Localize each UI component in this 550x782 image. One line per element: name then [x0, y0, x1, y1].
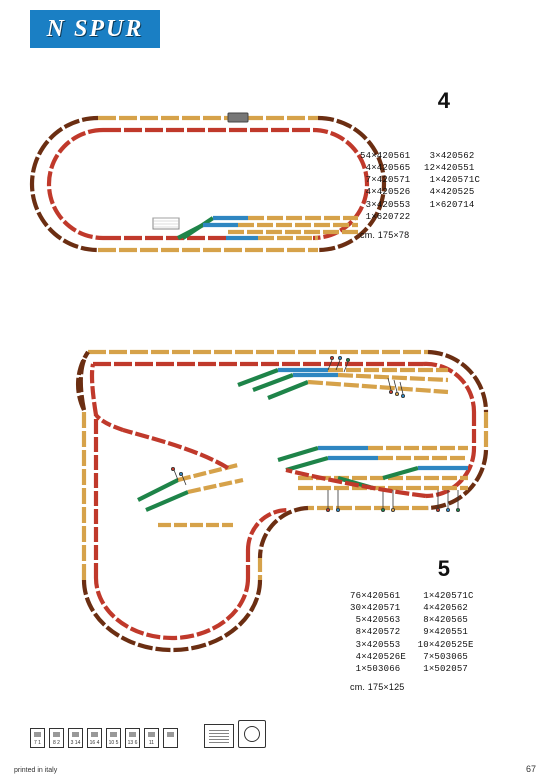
plan4-dims: cm. 175×78 [360, 229, 510, 241]
plan5-parts: 76×420561 30×420571 5×420563 8×420572 3×… [350, 590, 510, 693]
ctrl-switch-4: 16 4 [87, 728, 102, 748]
plan4-parts: 54×420561 4×420565 7×420571 4×420526 3×4… [360, 150, 510, 241]
ctrl-transformer [204, 724, 234, 748]
ctrl-switch-2: 8 2 [49, 728, 64, 748]
plan5-dims: cm. 175×125 [350, 681, 510, 693]
logo-badge: N SPUR [30, 10, 160, 48]
ctrl-switch-3: 3 14 [68, 728, 83, 748]
ctrl-switch-5: 10 5 [106, 728, 121, 748]
plan5-parts-col2: 1×420571C 4×420562 8×420565 9×420551 10×… [418, 590, 474, 675]
page-number: 67 [526, 764, 536, 774]
controller-panel: 7 1 8 2 3 14 16 4 10 5 13 6 11 [30, 720, 266, 748]
footer-printed: printed in italy [14, 767, 57, 774]
plan4-number: 4 [438, 88, 450, 114]
ctrl-switch-6: 13 6 [125, 728, 140, 748]
plan5-number: 5 [438, 556, 450, 582]
ctrl-switch-7: 11 [144, 728, 159, 748]
ctrl-switch-8 [163, 728, 178, 748]
ctrl-speed-dial [238, 720, 266, 748]
plan4-parts-col2: 3×420562 12×420551 1×420571C 4×420525 1×… [424, 150, 480, 211]
plan5-parts-col1: 76×420561 30×420571 5×420563 8×420572 3×… [350, 590, 406, 675]
plan4-parts-col1: 54×420561 4×420565 7×420571 4×420526 3×4… [360, 150, 410, 223]
plan4-diagram [28, 100, 388, 280]
logo-text: N SPUR [47, 16, 144, 43]
ctrl-switch-1: 7 1 [30, 728, 45, 748]
